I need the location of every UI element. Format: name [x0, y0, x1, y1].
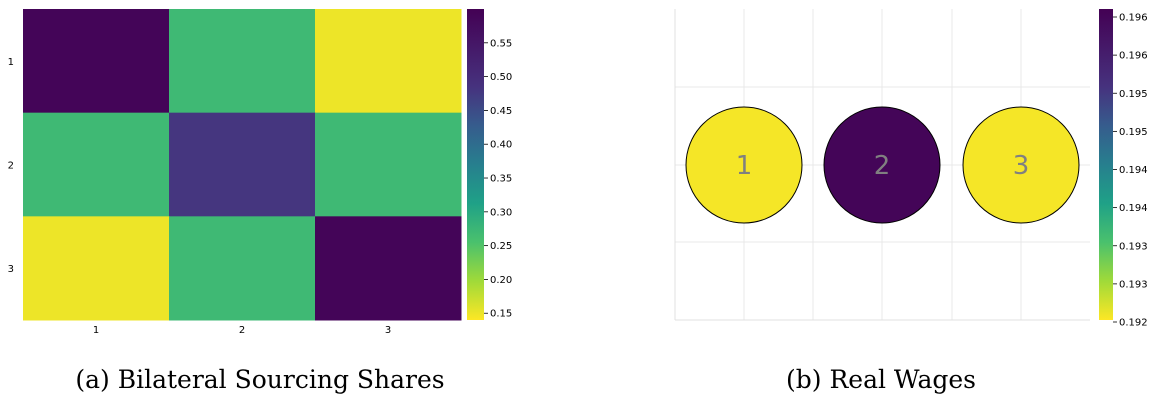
heatmap-x-tick-label: 3: [385, 325, 391, 336]
node-label: 3: [1013, 151, 1030, 181]
heatmap-cell-1-2: [169, 9, 316, 114]
node-label: 1: [736, 151, 753, 181]
heatmap-cell-2-3: [315, 112, 462, 217]
colorbar-tick-label: 0.35: [490, 174, 512, 185]
colorbar-tick-label: 0.50: [490, 72, 512, 83]
node-2: [823, 106, 941, 224]
colorbar-tick-label: 0.15: [490, 309, 512, 320]
heatmap-y-tick-label: 3: [8, 264, 14, 275]
heatmap-colorbar: [467, 9, 484, 320]
colorbar-tick-label: 0.196: [1119, 13, 1148, 24]
heatmap-cell-3-2: [169, 216, 316, 321]
heatmap-colorbar-ticks: 0.55 0.50 0.45 0.40 0.35 0.30 0.25 0.20 0.15: [484, 38, 512, 320]
heatmap-x-axis: 1 2 3: [93, 325, 391, 336]
colorbar-tick-label: 0.196: [1119, 51, 1148, 62]
colorbar-tick-label: 0.193: [1119, 279, 1148, 290]
colorbar-tick-label: 0.55: [490, 38, 512, 49]
colorbar-tick-label: 0.195: [1119, 127, 1148, 138]
heatmap-y-tick-label: 2: [8, 161, 14, 172]
heatmap-cell-2-1: [23, 112, 170, 217]
real-wages-nodes: 1 2 3: [685, 106, 1080, 224]
node-label: 2: [874, 151, 891, 181]
colorbar-tick-label: 0.194: [1119, 203, 1148, 214]
heatmap-cell-1-3: [315, 9, 462, 114]
real-wages-colorbar: [1099, 9, 1113, 320]
colorbar-tick-label: 0.25: [490, 241, 512, 252]
colorbar-tick-label: 0.20: [490, 275, 512, 286]
heatmap-cell-1-1: [23, 9, 170, 114]
heatmap-x-tick-label: 2: [239, 325, 245, 336]
heatmap-cell-3-1: [23, 216, 170, 321]
colorbar-tick-label: 0.45: [490, 106, 512, 117]
node-1: [685, 106, 803, 224]
colorbar-tick-label: 0.30: [490, 207, 512, 218]
colorbar-tick-label: 0.40: [490, 140, 512, 151]
caption-a: (a) Bilateral Sourcing Shares: [75, 365, 444, 394]
colorbar-tick-label: 0.193: [1119, 241, 1148, 252]
heatmap-y-tick-label: 1: [8, 57, 14, 68]
heatmap-y-axis: 1 2 3: [8, 57, 14, 275]
caption-b: (b) Real Wages: [786, 365, 976, 394]
node-3: [962, 106, 1080, 224]
real-wages-colorbar-ticks: 0.196 0.196 0.195 0.195 0.194 0.194 0.193 0.193…: [1113, 13, 1148, 329]
colorbar-tick-label: 0.192: [1119, 318, 1148, 329]
heatmap-plot: [23, 9, 462, 321]
heatmap-x-tick-label: 1: [93, 325, 99, 336]
heatmap-cell-2-2: [169, 112, 316, 217]
colorbar-tick-label: 0.195: [1119, 89, 1148, 100]
colorbar-tick-label: 0.194: [1119, 165, 1148, 176]
heatmap-cell-3-3: [315, 216, 462, 321]
